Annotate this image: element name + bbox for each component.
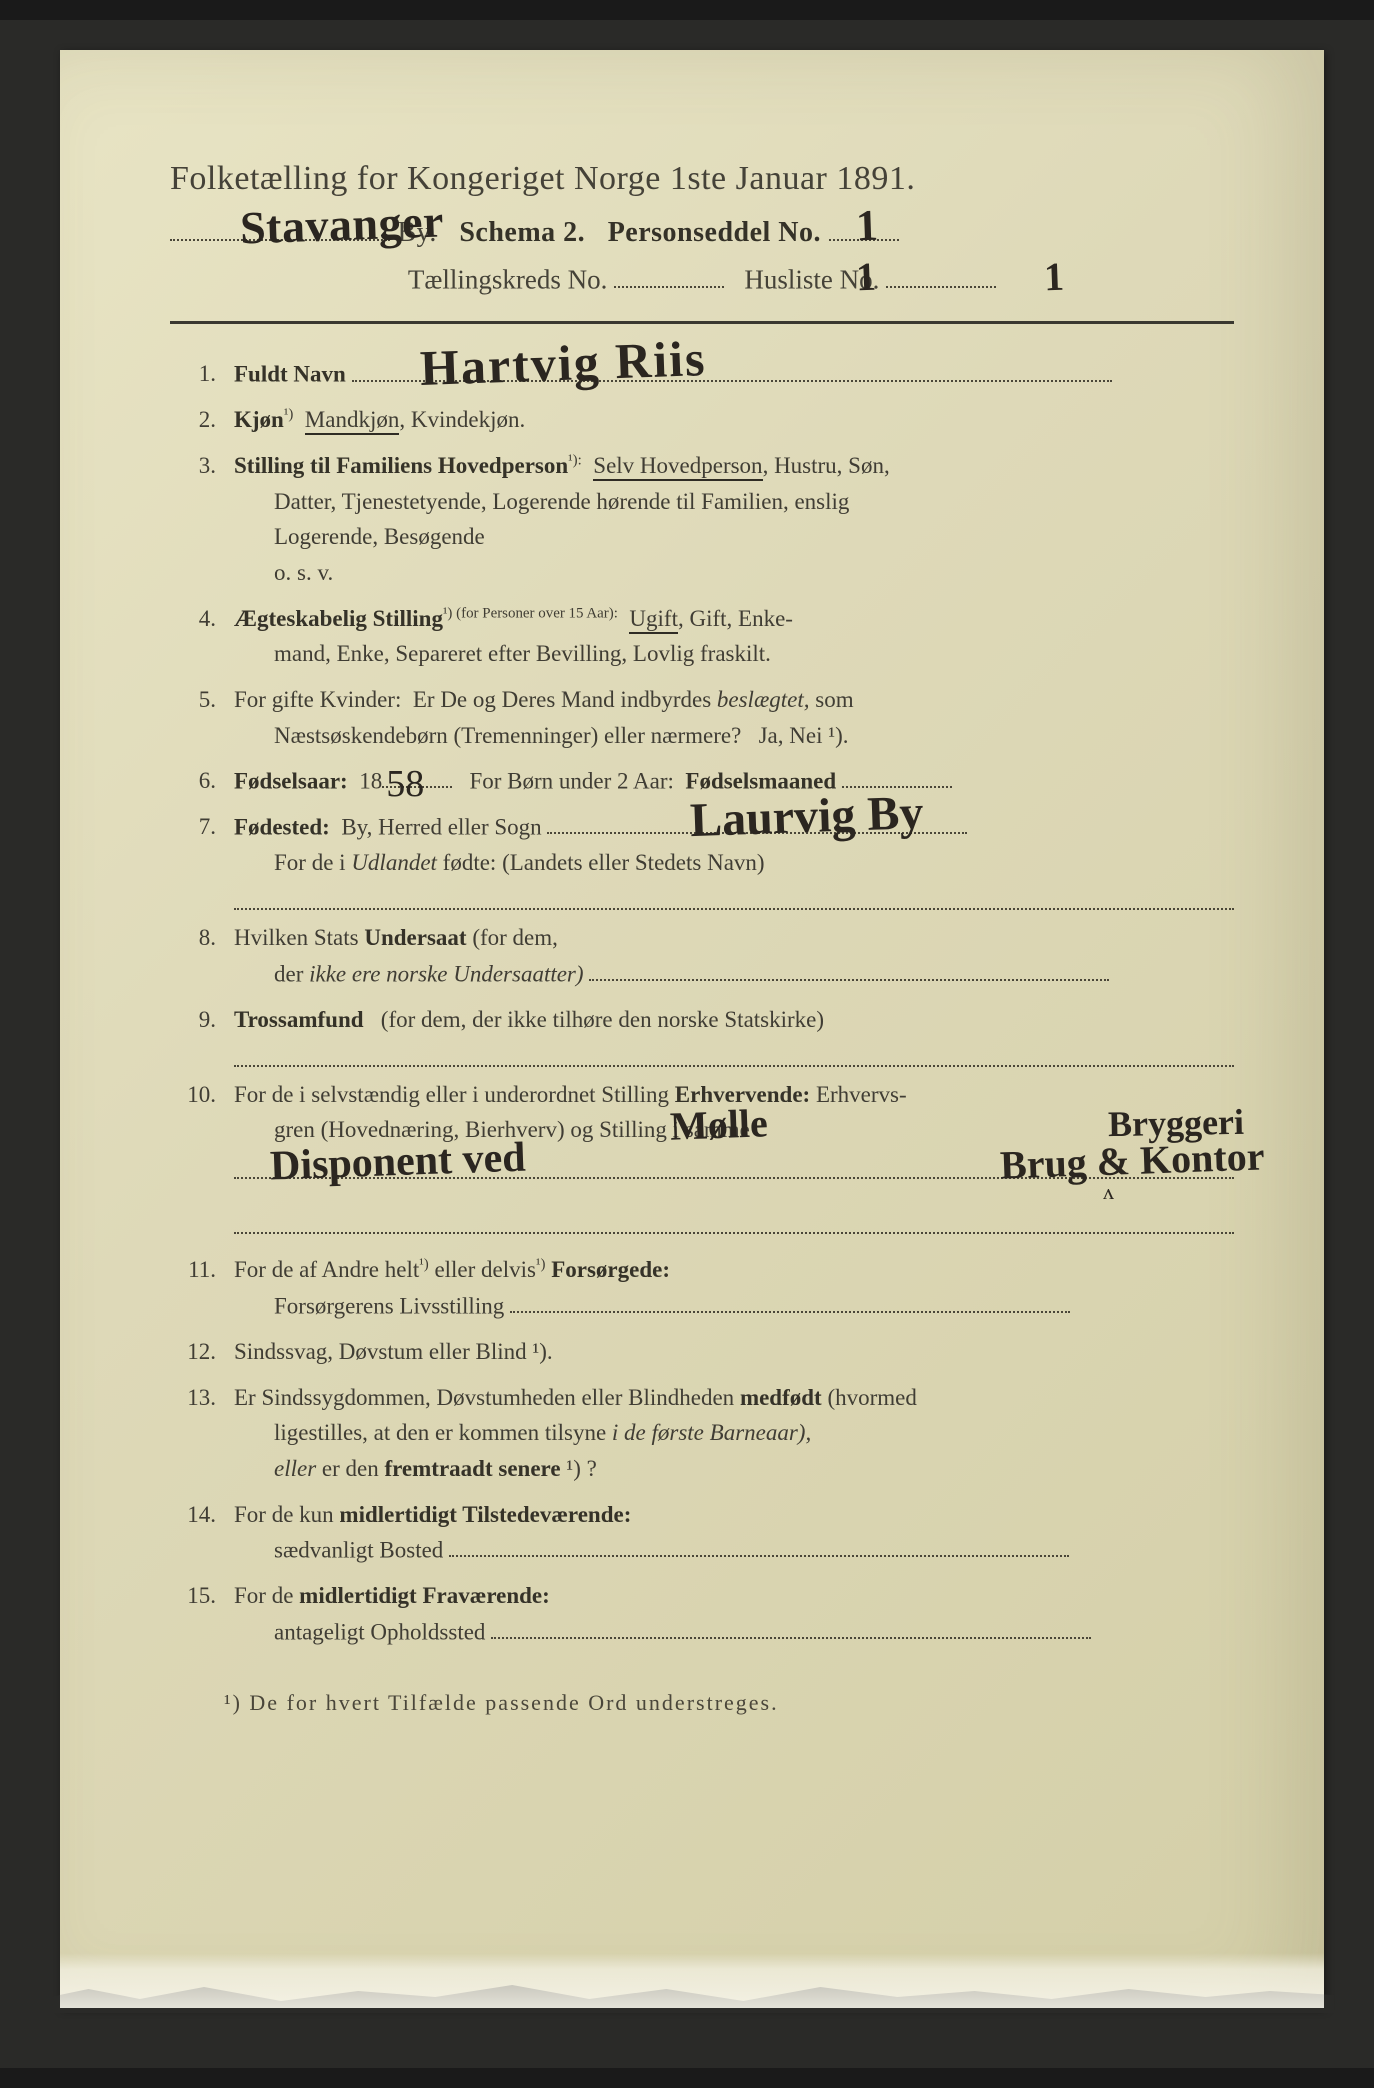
- q14-temp-present: For de kun midlertidigt Tilstedeværende:…: [170, 1497, 1234, 1569]
- q1-name: Fuldt Navn Hartvig Riis: [170, 356, 1234, 392]
- divider: [170, 321, 1234, 324]
- q5-married-women: For gifte Kvinder: Er De og Deres Mand i…: [170, 682, 1234, 753]
- hw-occ-molle: Mølle: [669, 1103, 768, 1146]
- selected-relation: Selv Hovedperson: [593, 453, 762, 481]
- q2-sex: Kjøn¹) Mandkjøn, Kvindekjøn.: [170, 402, 1234, 438]
- scan-frame: Folketælling for Kongeriget Norge 1ste J…: [0, 20, 1374, 2068]
- q15-temp-absent: For de midlertidigt Fraværende: antageli…: [170, 1578, 1234, 1650]
- caret-insert: ʌ: [1103, 1175, 1114, 1209]
- question-list: Fuldt Navn Hartvig Riis Kjøn¹) Mandkjøn,…: [170, 356, 1234, 1649]
- q4-marital: Ægteskabelig Stilling¹) (for Personer ov…: [170, 601, 1234, 672]
- city-line: Stavanger By. Schema 2. Personseddel No.…: [170, 210, 1234, 249]
- census-form-page: Folketælling for Kongeriget Norge 1ste J…: [60, 50, 1324, 2008]
- q8-citizenship: Hvilken Stats Undersaat (for dem, der ik…: [170, 920, 1234, 992]
- handwritten-city: Stavanger: [239, 198, 444, 251]
- q10-occupation: For de i selvstændig eller i underordnet…: [170, 1077, 1234, 1235]
- handwritten-personseddel-no: 1: [855, 204, 879, 249]
- handwritten-kreds-no: 1: [1043, 256, 1064, 297]
- q9-religion: Trossamfund (for dem, der ikke tilhøre d…: [170, 1002, 1234, 1067]
- hw-occ-brug: Brug & Kontor: [999, 1136, 1265, 1185]
- torn-bottom-edge: [50, 1973, 1334, 2013]
- handwritten-birthplace: Laurvig By: [689, 789, 924, 845]
- q13-congenital: Er Sindssygdommen, Døvstumheden eller Bl…: [170, 1380, 1234, 1487]
- footnote: ¹) De for hvert Tilfælde passende Ord un…: [170, 1690, 1234, 1716]
- q7-birthplace: Fødested: By, Herred eller Sogn Laurvig …: [170, 809, 1234, 910]
- q3-relation: Stilling til Familiens Hovedperson¹): Se…: [170, 448, 1234, 591]
- hw-occ-disponent: Disponent ved: [269, 1136, 526, 1187]
- selected-sex: Mandkjøn: [305, 407, 400, 435]
- handwritten-husliste-no: 1: [855, 256, 876, 297]
- handwritten-birthyear: 58: [386, 755, 424, 814]
- handwritten-full-name: Hartvig Riis: [419, 334, 707, 394]
- selected-marital: Ugift: [629, 606, 678, 634]
- q11-supported: For de af Andre helt¹) eller delvis¹) Fo…: [170, 1252, 1234, 1324]
- q12-disability: Sindssvag, Døvstum eller Blind ¹).: [170, 1334, 1234, 1370]
- kreds-line: Tællingskreds No. 1 Husliste No. 1: [170, 259, 1234, 296]
- form-title: Folketælling for Kongeriget Norge 1ste J…: [170, 160, 1234, 198]
